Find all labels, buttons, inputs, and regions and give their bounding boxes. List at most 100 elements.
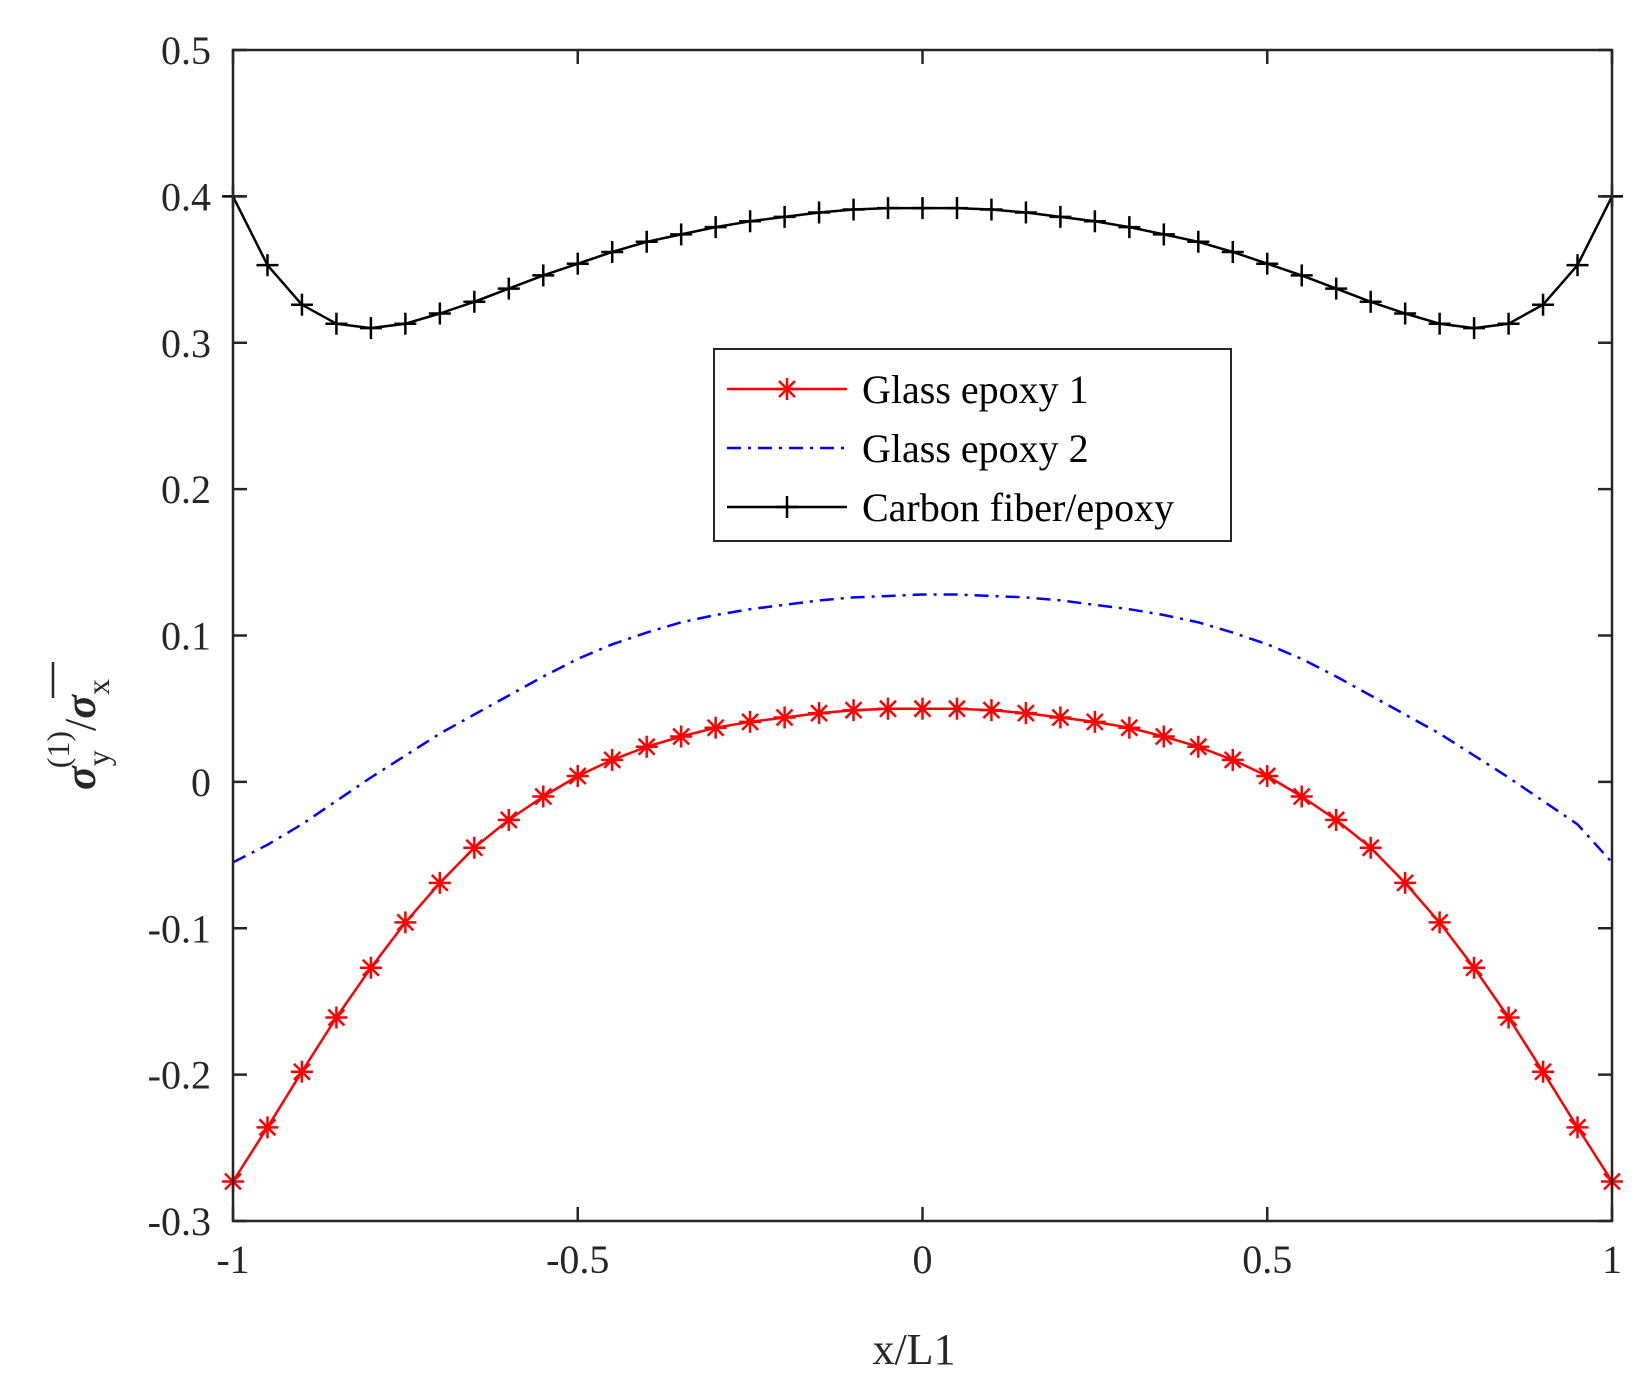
asterisk-stroke <box>258 1118 277 1137</box>
asterisk-stroke <box>775 708 794 727</box>
data-point-glass-epoxy-1 <box>290 1060 313 1083</box>
asterisk-stroke <box>672 727 691 746</box>
data-point-glass-epoxy-1 <box>1497 1006 1520 1029</box>
data-point-carbon-fiber-epoxy <box>566 252 589 275</box>
data-point-carbon-fiber-epoxy <box>1049 205 1072 228</box>
data-point-glass-epoxy-1 <box>1532 1060 1555 1083</box>
x-tick-label: -0.5 <box>546 1237 609 1282</box>
asterisk-stroke <box>293 1062 311 1081</box>
y-label-divider: / <box>56 718 105 731</box>
data-point-carbon-fiber-epoxy <box>428 302 451 325</box>
data-point-glass-epoxy-1 <box>532 785 555 808</box>
data-point-carbon-fiber-epoxy <box>980 198 1003 221</box>
data-point-carbon-fiber-epoxy <box>1014 201 1037 224</box>
asterisk-stroke <box>362 958 380 977</box>
asterisk-stroke <box>982 701 1001 720</box>
x-tick-label: -1 <box>216 1237 249 1282</box>
y-tick-label: -0.3 <box>148 1199 211 1244</box>
legend-label-carbon-fiber-epoxy: Carbon fiber/epoxy <box>862 485 1174 530</box>
asterisk-stroke <box>1292 787 1311 806</box>
asterisk-stroke <box>1499 1008 1518 1027</box>
data-point-glass-epoxy-1 <box>463 836 486 859</box>
asterisk-stroke <box>778 380 796 398</box>
asterisk-stroke <box>1189 737 1208 756</box>
data-point-carbon-fiber-epoxy <box>1221 240 1244 263</box>
data-point-glass-epoxy-1 <box>428 871 451 894</box>
x-tick-label: 0 <box>913 1237 933 1282</box>
data-point-carbon-fiber-epoxy <box>1497 312 1520 335</box>
data-point-glass-epoxy-1 <box>601 748 624 771</box>
asterisk-stroke <box>1361 838 1380 857</box>
data-point-glass-epoxy-1 <box>1118 716 1141 739</box>
asterisk-stroke <box>1534 1062 1552 1081</box>
data-point-glass-epoxy-1 <box>1083 710 1106 733</box>
data-point-carbon-fiber-epoxy <box>1290 264 1313 287</box>
asterisk-stroke <box>1051 708 1070 727</box>
data-point-carbon-fiber-epoxy <box>325 312 348 335</box>
data-point-glass-epoxy-1 <box>945 697 968 720</box>
asterisk-stroke <box>430 873 449 892</box>
asterisk-stroke <box>1465 958 1483 977</box>
data-point-carbon-fiber-epoxy <box>635 230 658 253</box>
asterisk-stroke <box>1327 811 1346 829</box>
asterisk-stroke <box>396 913 415 932</box>
data-point-carbon-fiber-epoxy <box>945 197 968 220</box>
y-axis-label: σy(1)/σx <box>40 662 116 790</box>
x-axis-label: x/L1 <box>872 1325 955 1374</box>
data-point-carbon-fiber-epoxy <box>463 290 486 313</box>
y-label-symbol: σ <box>56 765 105 790</box>
y-label-denominator-symbol: σ <box>56 694 105 719</box>
data-point-glass-epoxy-1 <box>980 699 1003 722</box>
asterisk-stroke <box>1154 727 1173 746</box>
asterisk-stroke <box>1258 767 1277 785</box>
data-point-glass-epoxy-1 <box>394 911 417 934</box>
data-point-carbon-fiber-epoxy <box>1187 230 1210 253</box>
y-label-denominator-subscript: x <box>80 679 116 695</box>
data-point-glass-epoxy-1 <box>911 697 934 720</box>
data-point-carbon-fiber-epoxy <box>773 205 796 228</box>
data-point-glass-epoxy-1 <box>1566 1116 1589 1139</box>
axes: -1 -0.5 0 0.5 1 -0.3 -0.2 -0.1 0 0.1 0.2 0.3 0.4 0.5 <box>148 28 1622 1282</box>
y-tick-label: 0.2 <box>161 467 211 512</box>
asterisk-stroke <box>499 811 518 829</box>
legend: Glass epoxy 1 Glass epoxy 2 Carbon fiber/e… <box>713 348 1232 542</box>
data-point-glass-epoxy-1 <box>773 706 796 729</box>
data-point-carbon-fiber-epoxy <box>877 197 900 220</box>
data-point-carbon-fiber-epoxy <box>911 197 934 220</box>
asterisk-stroke <box>637 737 656 756</box>
data-point-glass-epoxy-1 <box>704 716 727 739</box>
data-point-carbon-fiber-epoxy <box>1359 290 1382 313</box>
data-point-glass-epoxy-1 <box>566 765 589 788</box>
asterisk-stroke <box>1568 1118 1587 1137</box>
data-point-glass-epoxy-1 <box>256 1116 279 1139</box>
plot-area <box>222 185 1623 1193</box>
y-label-subscript: y <box>80 750 116 766</box>
legend-marker-glass-epoxy-1 <box>776 378 798 400</box>
asterisk-stroke <box>844 701 863 720</box>
data-point-glass-epoxy-1 <box>739 710 762 733</box>
data-point-carbon-fiber-epoxy <box>1428 312 1451 335</box>
y-tick-label: 0.4 <box>161 174 211 219</box>
y-tick-label: 0.1 <box>161 614 211 659</box>
series-line-glass-epoxy-2 <box>232 593 1613 864</box>
data-point-carbon-fiber-epoxy <box>808 201 831 224</box>
data-point-carbon-fiber-epoxy <box>670 223 693 246</box>
data-point-carbon-fiber-epoxy <box>1118 216 1141 239</box>
data-point-glass-epoxy-1 <box>842 699 865 722</box>
asterisk-stroke <box>1120 718 1139 737</box>
y-tick-label: -0.2 <box>148 1053 211 1098</box>
y-tick-label: -0.1 <box>148 906 211 951</box>
x-tick-label: 0.5 <box>1242 1237 1292 1282</box>
data-point-carbon-fiber-epoxy <box>290 293 313 316</box>
data-point-carbon-fiber-epoxy <box>359 317 382 340</box>
data-point-carbon-fiber-epoxy <box>1532 293 1555 316</box>
asterisk-stroke <box>568 767 587 785</box>
data-point-glass-epoxy-1 <box>1152 725 1175 748</box>
data-point-glass-epoxy-1 <box>1049 706 1072 729</box>
asterisk-stroke <box>1396 873 1415 892</box>
data-point-carbon-fiber-epoxy <box>842 198 865 221</box>
data-point-glass-epoxy-1 <box>1359 836 1382 859</box>
y-tick-label: 0.3 <box>161 321 211 366</box>
